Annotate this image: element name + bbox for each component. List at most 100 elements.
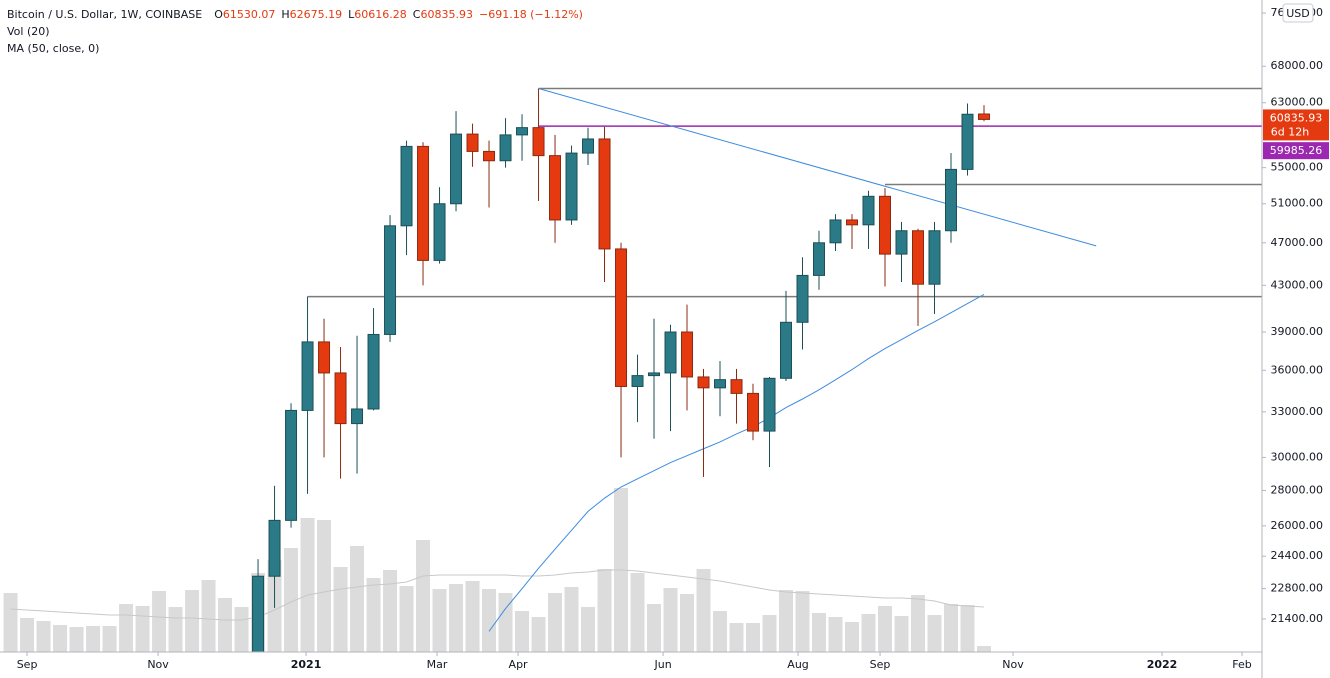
x-tick-label: 2021: [291, 658, 322, 671]
candle-body: [631, 375, 644, 387]
volume-bar: [284, 548, 299, 652]
x-tick-label: Sep: [17, 658, 38, 671]
x-tick-label: Nov: [147, 658, 169, 671]
volume-bar: [201, 580, 216, 652]
volume-bar: [333, 567, 348, 652]
candle-body: [433, 203, 446, 261]
candle-body: [697, 376, 710, 389]
volume-bar: [399, 586, 414, 652]
candle-body: [747, 392, 760, 432]
y-tick-label: 39000.00: [1271, 325, 1324, 338]
ohlc-value: 62675.19: [290, 8, 343, 21]
symbol-title: Bitcoin / U.S. Dollar, 1W, COINBASE: [7, 8, 202, 21]
candle-body: [780, 321, 793, 379]
volume-bar: [416, 540, 431, 652]
x-tick-label: Aug: [787, 658, 808, 671]
volume-bar: [878, 606, 893, 652]
volume-bar: [185, 590, 200, 652]
ohlc-letter: L: [348, 8, 355, 21]
candle-body: [400, 145, 413, 227]
candle-body: [977, 113, 990, 120]
candle-body: [944, 168, 957, 232]
y-tick-label: 24400.00: [1271, 549, 1324, 562]
candle-body: [483, 150, 496, 162]
currency-badge[interactable]: [1282, 3, 1314, 23]
x-tick-label: Mar: [427, 658, 448, 671]
y-tick-label: 26000.00: [1271, 519, 1324, 532]
candle-body: [301, 341, 314, 411]
volume-bar: [102, 626, 117, 652]
candle-body: [285, 409, 298, 521]
y-tick-label: 21400.00: [1271, 612, 1324, 625]
volume-bar: [36, 621, 51, 652]
y-tick-label: 43000.00: [1271, 278, 1324, 291]
volume-bar: [976, 646, 991, 652]
candle-body: [928, 230, 941, 285]
candle-body: [895, 230, 908, 255]
indicator-label: MA (50, close, 0): [7, 42, 99, 55]
y-tick-label: 28000.00: [1271, 483, 1324, 496]
ohlc-letter: O: [214, 8, 223, 21]
volume-bar: [86, 626, 101, 652]
trend-line: [538, 88, 1097, 247]
volume-bar: [861, 614, 876, 652]
volume-ma-line: [10, 569, 985, 621]
candle-body: [450, 133, 463, 205]
candle-body: [532, 127, 545, 157]
volume-bar: [680, 594, 695, 652]
volume-bar: [779, 590, 794, 652]
currency-label[interactable]: USD: [1286, 7, 1310, 20]
volume-bar: [218, 598, 233, 652]
volume-bar: [795, 591, 810, 652]
candle-body: [549, 155, 562, 221]
y-tick-label: 55000.00: [1271, 161, 1324, 174]
volume-bar: [449, 584, 464, 652]
candle-body: [664, 331, 677, 374]
candle-body: [268, 519, 281, 577]
volume-bar: [927, 615, 942, 652]
volume-bar: [943, 604, 958, 652]
volume-bar: [20, 618, 35, 652]
volume-bar: [465, 581, 480, 652]
ohlc-value: 61530.07: [223, 8, 276, 21]
candle-body: [681, 331, 694, 378]
price-change: −691.18 (−1.12%): [479, 8, 583, 21]
candle-body: [466, 133, 479, 152]
y-tick-label: 68000.00: [1271, 59, 1324, 72]
candle-body: [648, 372, 661, 377]
candle-body: [879, 195, 892, 255]
volume-bar: [812, 613, 827, 652]
volume-bar: [630, 573, 645, 652]
volume-bar: [3, 593, 18, 652]
candle-body: [829, 219, 842, 244]
candle-body: [351, 408, 364, 425]
volume-bar: [597, 569, 612, 652]
candle-body: [582, 138, 595, 154]
volume-bar: [119, 604, 134, 652]
candle-body: [730, 379, 743, 394]
x-tick-label: Sep: [870, 658, 891, 671]
y-tick-label: 33000.00: [1271, 405, 1324, 418]
volume-bar: [498, 593, 513, 652]
ma-line: [488, 293, 985, 632]
volume-bar: [910, 595, 925, 652]
last-price-label: 60835.93: [1270, 111, 1323, 124]
volume-bar: [135, 606, 150, 652]
volume-bar: [581, 607, 596, 652]
volume-bar: [564, 587, 579, 652]
countdown-label: 6d 12h: [1271, 125, 1309, 138]
candle-body: [714, 379, 727, 389]
candle-body: [318, 341, 331, 374]
y-tick-label: 47000.00: [1271, 236, 1324, 249]
candle-body: [763, 377, 776, 432]
volume-bar: [960, 605, 975, 652]
candle-body: [367, 333, 380, 410]
volume-bar: [383, 570, 398, 652]
x-tick-label: Apr: [509, 658, 529, 671]
volume-bar: [300, 518, 315, 652]
y-tick-label: 36000.00: [1271, 363, 1324, 376]
level-price-label: 59985.26: [1270, 144, 1323, 157]
volume-bar: [350, 546, 365, 652]
volume-bar: [663, 588, 678, 652]
candle-body: [598, 138, 611, 250]
